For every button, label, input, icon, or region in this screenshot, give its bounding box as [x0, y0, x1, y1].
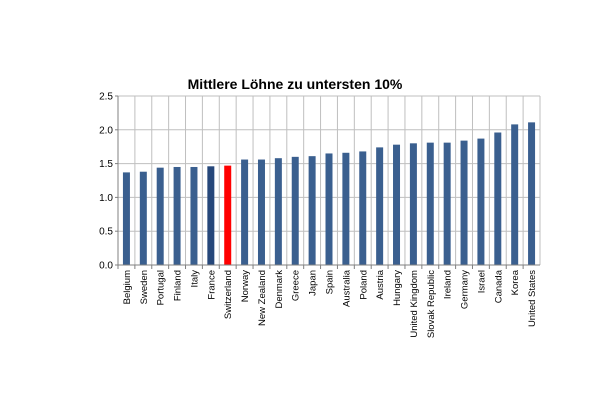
- bar-denmark: [274, 158, 282, 265]
- x-tick-label: Australia: [341, 269, 352, 307]
- x-tick-label: New Zealand: [257, 270, 268, 326]
- x-tick-label: Finland: [173, 270, 184, 301]
- bar-canada: [494, 132, 502, 265]
- x-tick-label: Germany: [460, 270, 471, 309]
- x-tick-label: Portugal: [156, 270, 167, 305]
- chart-title: Mittlere Löhne zu untersten 10%: [187, 76, 403, 92]
- bar-greece: [291, 156, 299, 265]
- bar-korea: [511, 124, 519, 265]
- x-tick-label: United States: [527, 270, 538, 327]
- y-tick-label: 0.5: [99, 227, 113, 238]
- x-tick-label: Korea: [510, 269, 521, 295]
- bar-hungary: [393, 144, 401, 265]
- tick-labels: 0.0 0.5 1.0 1.5 2.0 2.5 Belgium Sweden Portugal F…: [99, 92, 538, 339]
- bar-new-zealand: [257, 159, 265, 265]
- x-tick-label: Ireland: [443, 270, 454, 299]
- x-tick-label: Switzerland: [223, 270, 234, 319]
- x-tick-label: Spain: [325, 270, 336, 294]
- x-tick-label: Austria: [375, 269, 386, 299]
- x-tick-label: Hungary: [392, 270, 403, 306]
- bar-italy: [190, 166, 198, 265]
- bars: [122, 122, 536, 265]
- x-tick-label: Canada: [493, 269, 504, 303]
- bar-france: [207, 166, 215, 265]
- x-tick-label: Poland: [358, 270, 369, 300]
- bar-australia: [342, 152, 350, 265]
- bar-finland: [173, 166, 181, 265]
- x-tick-label: Sweden: [139, 270, 150, 304]
- y-tick-label: 2.0: [99, 125, 113, 136]
- bar-poland: [359, 151, 367, 265]
- x-tick-label: United Kingdom: [409, 270, 420, 338]
- x-tick-label: Israel: [476, 270, 487, 293]
- bar-slovak-republic: [426, 142, 434, 265]
- bar-israel: [477, 138, 485, 265]
- x-tick-label: Slovak Republic: [426, 270, 437, 338]
- bar-norway: [241, 159, 249, 265]
- x-tick-label: France: [206, 270, 217, 300]
- x-tick-label: Italy: [189, 270, 200, 288]
- bar-austria: [376, 147, 384, 265]
- bar-united-states: [528, 122, 536, 265]
- y-tick-label: 0.0: [99, 261, 113, 272]
- bar-united-kingdom: [409, 143, 417, 265]
- x-tick-label: Greece: [291, 270, 302, 301]
- bar-spain: [325, 153, 333, 265]
- y-tick-label: 1.0: [99, 193, 113, 204]
- bar-belgium: [122, 172, 130, 265]
- x-tick-label: Japan: [308, 270, 319, 296]
- axes: [115, 95, 540, 269]
- y-tick-label: 2.5: [99, 92, 113, 103]
- bar-ireland: [443, 142, 451, 265]
- bar-sweden: [139, 171, 147, 265]
- bar-japan: [308, 156, 316, 265]
- bar-switzerland: [224, 165, 232, 265]
- x-tick-label: Denmark: [274, 270, 285, 309]
- y-tick-label: 1.5: [99, 159, 113, 170]
- x-tick-label: Belgium: [122, 270, 133, 304]
- x-tick-label: Norway: [240, 270, 251, 302]
- bar-germany: [460, 140, 468, 265]
- bar-portugal: [156, 167, 164, 265]
